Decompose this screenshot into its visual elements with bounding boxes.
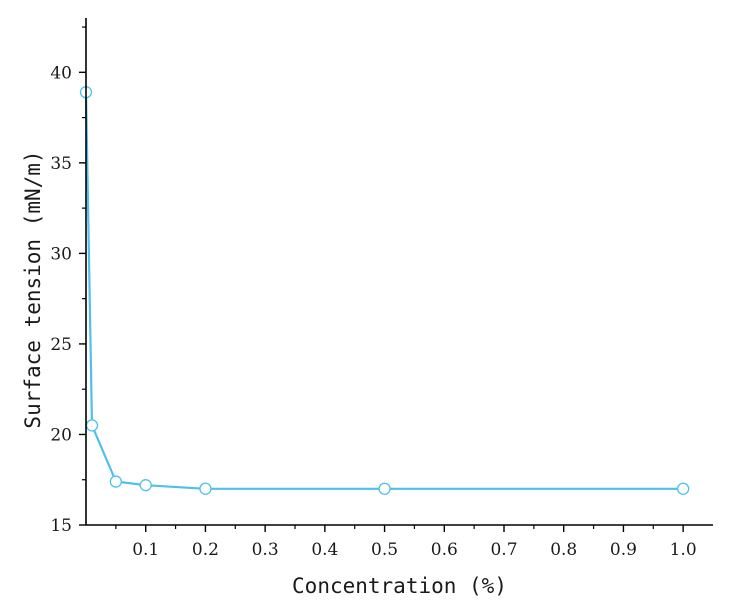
x-tick-label: 0.2	[192, 540, 219, 560]
x-tick-label: 0.6	[431, 540, 458, 560]
x-tick-label: 0.7	[490, 540, 517, 560]
x-tick-label: 0.1	[132, 540, 159, 560]
x-tick-label: 1.0	[670, 540, 697, 560]
y-tick-label: 25	[50, 335, 72, 355]
x-tick-label: 0.9	[610, 540, 637, 560]
data-point	[199, 482, 212, 495]
y-tick-label: 30	[50, 244, 72, 264]
y-tick-label: 15	[50, 516, 72, 536]
y-axis-ticks: 15 20 25 30 35 40	[50, 26, 86, 536]
data-point	[139, 479, 152, 492]
x-tick-label: 0.5	[371, 540, 398, 560]
data-point	[378, 482, 391, 495]
series-line	[84, 92, 684, 490]
x-tick-label: 0.3	[252, 540, 279, 560]
x-axis-title: Concentration (%)	[292, 574, 507, 598]
x-tick-label: 0.4	[311, 540, 338, 560]
y-tick-label: 40	[50, 63, 72, 83]
data-point	[109, 475, 123, 488]
data-points	[79, 86, 690, 495]
x-tick-label: 0.8	[550, 540, 577, 560]
y-tick-label: 35	[50, 154, 72, 174]
y-tick-label: 20	[50, 425, 72, 445]
x-axis-ticks: 0.1 0.2 0.3 0.4 0.5 0.6 0.7 0.8 0.9 1.0	[115, 525, 697, 560]
y-axis-title: Surface tension (mN/m)	[21, 150, 45, 428]
data-point	[676, 482, 690, 495]
data-point	[85, 419, 99, 432]
